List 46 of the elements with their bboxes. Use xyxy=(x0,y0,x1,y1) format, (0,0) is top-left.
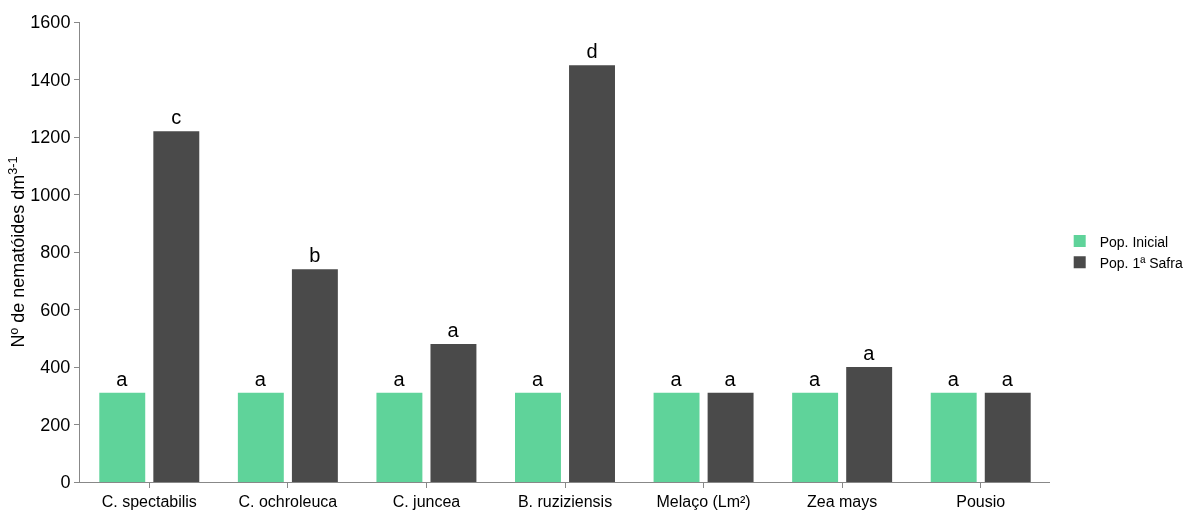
y-tick-label: 400 xyxy=(40,357,71,378)
bar xyxy=(291,269,338,482)
x-tick-label: C. spectabilis xyxy=(101,493,197,511)
y-tick-label: 1400 xyxy=(30,69,71,90)
bar xyxy=(846,367,893,482)
x-tick-label: Pousio xyxy=(956,493,1006,511)
bar xyxy=(99,392,146,482)
data-label: a xyxy=(116,367,129,390)
data-label: a xyxy=(531,367,544,390)
bar xyxy=(984,392,1031,482)
y-tick-label: 1000 xyxy=(30,184,71,205)
data-label: a xyxy=(254,367,267,390)
bar xyxy=(376,392,423,482)
x-tick-label: Zea mays xyxy=(807,493,878,511)
legend-label: Pop. Inicial xyxy=(1099,233,1169,250)
data-label: d xyxy=(586,40,598,63)
data-label: a xyxy=(1001,367,1014,390)
x-tick-label: C. ochroleuca xyxy=(238,493,338,511)
data-label: a xyxy=(863,342,876,364)
bar xyxy=(430,344,477,482)
data-label: a xyxy=(393,367,406,390)
data-label: a xyxy=(947,367,960,390)
x-tick-label: Melaço (Lm²) xyxy=(656,493,751,511)
bar xyxy=(792,392,839,482)
x-tick-label: C. juncea xyxy=(392,493,461,511)
bar xyxy=(707,392,754,482)
legend-label: Pop. 1ª Safra xyxy=(1099,254,1183,271)
bar xyxy=(653,392,700,482)
y-tick-label: 1600 xyxy=(30,12,71,33)
bar xyxy=(515,392,561,482)
y-tick-label: 0 xyxy=(60,472,71,493)
y-tick-label: 200 xyxy=(40,414,71,435)
bar xyxy=(237,392,284,482)
x-tick-label: B. ruziziensis xyxy=(517,493,613,511)
data-label: b xyxy=(309,244,321,267)
y-tick-label: 600 xyxy=(40,299,71,320)
bar xyxy=(153,131,200,482)
bar xyxy=(930,392,977,482)
data-label: a xyxy=(447,319,460,341)
data-label: a xyxy=(809,367,822,390)
data-label: c xyxy=(171,106,182,129)
data-label: a xyxy=(724,367,737,390)
y-tick-label: 800 xyxy=(40,242,71,263)
data-label: a xyxy=(670,367,683,390)
bar xyxy=(569,65,615,482)
y-tick-label: 1200 xyxy=(30,127,71,148)
